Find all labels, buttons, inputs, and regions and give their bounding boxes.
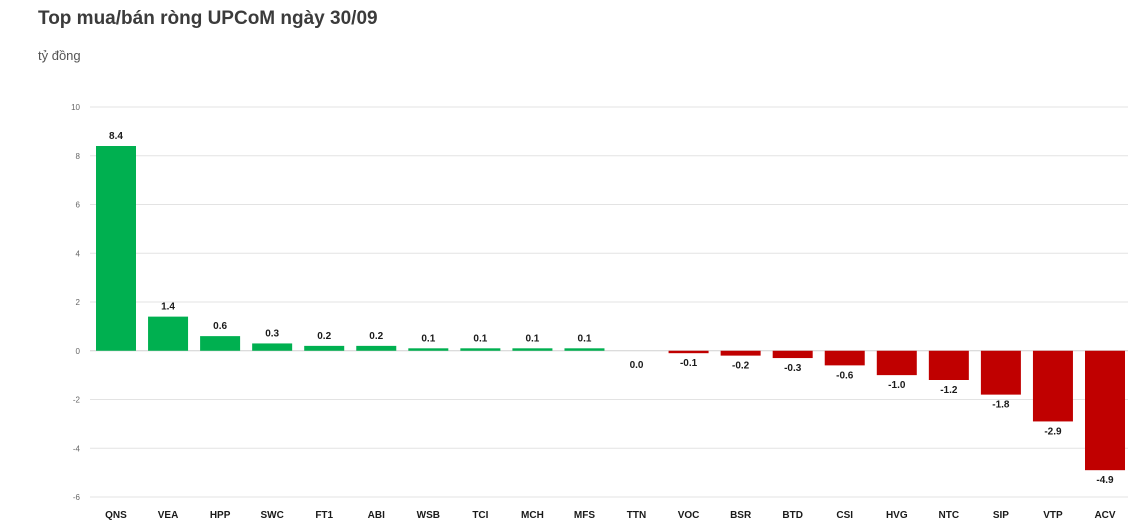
grid-lines	[90, 106, 1128, 498]
bar	[408, 348, 449, 351]
data-label: -0.2	[732, 361, 750, 372]
category-label: QNS	[105, 510, 127, 521]
category-label: VTP	[1043, 510, 1063, 521]
data-label: -0.3	[784, 363, 802, 374]
category-label: BSR	[730, 510, 752, 521]
bar	[876, 350, 917, 376]
data-label: 1.4	[161, 302, 175, 313]
bar	[824, 350, 865, 366]
bar	[1085, 350, 1125, 471]
y-tick-label: 8	[76, 152, 81, 161]
data-label: 0.6	[213, 321, 227, 332]
data-label: 0.1	[421, 333, 435, 344]
data-label: -1.2	[940, 385, 958, 396]
y-tick-label: 4	[76, 249, 81, 258]
bar	[772, 350, 813, 359]
y-tick-label: -6	[73, 493, 81, 502]
data-label: -0.1	[680, 358, 698, 369]
data-label: -0.6	[836, 370, 854, 381]
y-tick-label: -4	[73, 444, 81, 453]
bar	[96, 146, 136, 351]
category-label: NTC	[939, 510, 960, 521]
category-label: MFS	[574, 510, 595, 521]
data-label: 0.2	[369, 331, 383, 342]
labels: -6 -4 -2 0 2 4 6 8 10 8.4 QNS 1.4 VEA 0.6 HPP 0.3 SWC 0.2…	[71, 103, 1116, 521]
bar	[200, 336, 241, 351]
bar	[668, 350, 709, 354]
category-label: TCI	[472, 510, 488, 521]
category-label: CSI	[836, 510, 853, 521]
data-label: 0.1	[578, 333, 592, 344]
bar	[1032, 350, 1073, 422]
y-tick-label: -2	[73, 396, 81, 405]
category-label: TTN	[627, 510, 646, 521]
category-label: FT1	[315, 510, 333, 521]
bar	[148, 316, 189, 351]
bar	[356, 345, 397, 351]
bar	[720, 350, 761, 356]
y-tick-label: 0	[76, 347, 81, 356]
category-label: HVG	[886, 510, 908, 521]
y-tick-label: 6	[76, 201, 81, 210]
bars	[96, 146, 1125, 471]
bar	[304, 345, 345, 351]
category-label: SIP	[993, 510, 1009, 521]
category-label: HPP	[210, 510, 231, 521]
data-label: -1.0	[888, 380, 906, 391]
y-axis-unit: tỷ đồng	[38, 48, 81, 63]
bar	[460, 348, 501, 351]
bar	[512, 348, 553, 351]
bar	[252, 343, 293, 351]
data-label: 0.0	[630, 360, 644, 371]
data-label: 0.1	[473, 333, 487, 344]
category-label: WSB	[417, 510, 440, 521]
y-tick-label: 10	[71, 103, 80, 112]
category-label: BTD	[782, 510, 803, 521]
bar	[928, 350, 969, 380]
chart-title: Top mua/bán ròng UPCoM ngày 30/09	[38, 8, 378, 29]
bar	[564, 348, 605, 351]
data-label: -1.8	[992, 400, 1010, 411]
category-label: SWC	[260, 510, 283, 521]
data-label: 8.4	[109, 131, 123, 142]
category-label: ABI	[368, 510, 385, 521]
bar	[980, 350, 1021, 395]
y-tick-label: 2	[76, 298, 81, 307]
data-label: -2.9	[1044, 426, 1062, 437]
data-label: 0.3	[265, 328, 279, 339]
data-label: 0.1	[525, 333, 539, 344]
category-label: MCH	[521, 510, 544, 521]
data-label: -4.9	[1096, 475, 1114, 486]
category-label: ACV	[1094, 510, 1115, 521]
category-label: VOC	[678, 510, 700, 521]
category-label: VEA	[158, 510, 179, 521]
data-label: 0.2	[317, 331, 331, 342]
